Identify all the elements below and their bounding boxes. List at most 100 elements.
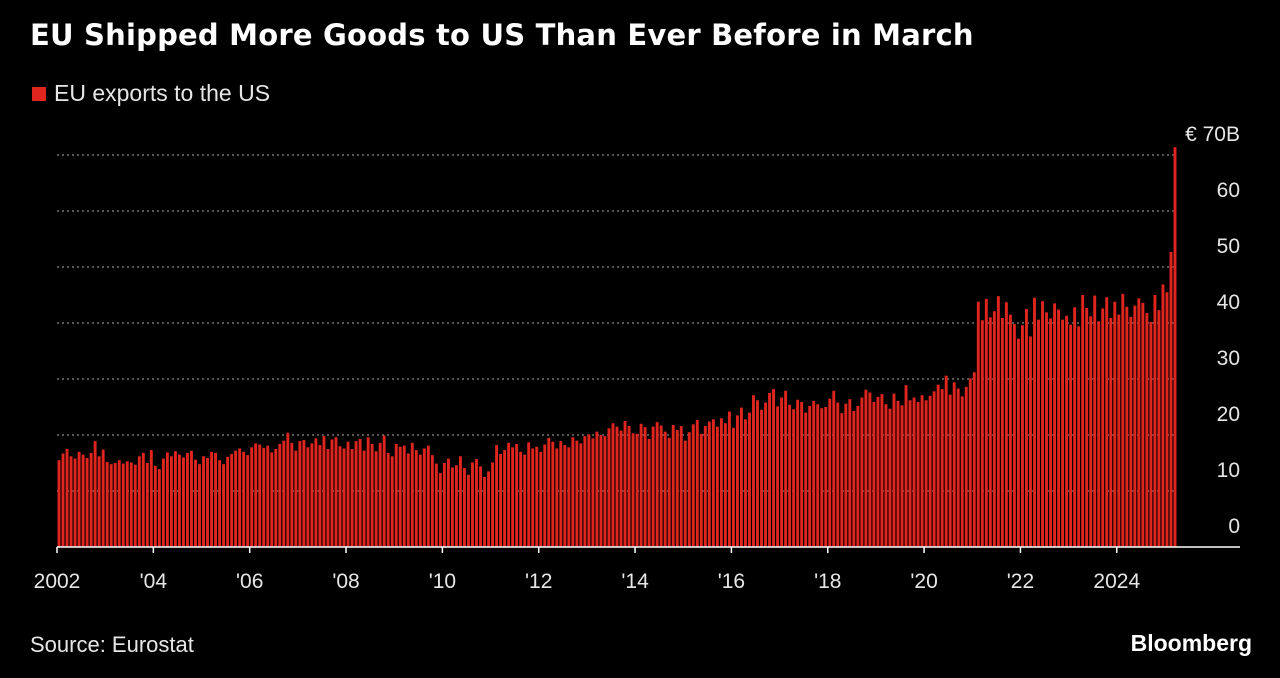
bar: [362, 450, 366, 547]
bar: [932, 391, 936, 547]
bar: [326, 449, 330, 547]
bar: [499, 454, 503, 547]
y-tick-label: 10: [1217, 459, 1240, 482]
bar: [1045, 312, 1048, 547]
bar: [972, 372, 976, 547]
bar: [772, 389, 775, 547]
bar: [218, 460, 222, 547]
bar: [109, 464, 113, 547]
x-tick-label: 2002: [34, 570, 81, 593]
bar: [177, 454, 181, 547]
bar: [723, 423, 727, 547]
bar: [446, 458, 450, 547]
bar: [186, 452, 189, 547]
bar: [1093, 295, 1097, 547]
bar: [988, 317, 992, 547]
bar: [330, 439, 334, 547]
bar: [306, 447, 310, 547]
bar: [137, 456, 141, 547]
bar: [214, 452, 218, 547]
bar: [1077, 326, 1081, 547]
bar: [623, 421, 627, 547]
bar: [551, 441, 555, 547]
bar: [1153, 295, 1157, 547]
bar: [366, 437, 370, 547]
bar: [872, 401, 876, 547]
bar: [422, 448, 426, 547]
y-tick-label: 40: [1217, 291, 1240, 314]
bar: [206, 457, 209, 547]
bar: [1133, 305, 1137, 547]
bar: [318, 445, 322, 547]
bar: [1113, 301, 1117, 547]
bar: [727, 411, 731, 547]
bar: [703, 426, 707, 547]
bar: [579, 443, 583, 547]
bar: [1053, 303, 1057, 547]
bar: [980, 320, 984, 547]
bar: [864, 389, 868, 547]
bar: [1037, 319, 1040, 547]
bar: [202, 456, 205, 547]
bar: [559, 441, 563, 547]
bar: [238, 448, 242, 547]
bar: [856, 405, 860, 547]
bar: [1073, 307, 1077, 547]
bar: [434, 463, 438, 547]
bar: [121, 463, 125, 547]
bar: [992, 311, 996, 547]
y-tick-label: € 70B: [1185, 123, 1240, 146]
bar: [105, 461, 109, 547]
bar: [198, 464, 201, 547]
bar: [523, 454, 527, 547]
bar: [242, 451, 246, 547]
bar: [149, 450, 153, 547]
bar: [796, 399, 800, 547]
bar: [342, 448, 346, 547]
bar: [1141, 302, 1145, 547]
bar: [378, 442, 382, 547]
bar: [812, 400, 816, 547]
bar: [1173, 147, 1177, 547]
bar: [390, 456, 394, 547]
bar: [234, 450, 238, 547]
bar: [627, 426, 631, 547]
bar: [382, 435, 386, 547]
bar: [808, 405, 812, 547]
bar: [438, 473, 442, 547]
bloomberg-logo: Bloomberg: [1130, 630, 1252, 656]
bar: [960, 396, 964, 547]
bar: [748, 412, 751, 547]
bar: [735, 415, 739, 547]
bar: [278, 443, 282, 547]
bar: [1085, 307, 1089, 547]
y-tick-label: 30: [1217, 347, 1240, 370]
bar: [266, 445, 270, 547]
bar: [314, 438, 318, 547]
bar: [370, 443, 374, 547]
bar: [611, 423, 615, 547]
bar: [567, 447, 571, 547]
bar: [294, 450, 298, 547]
bar: [880, 394, 884, 547]
bar: [928, 395, 932, 547]
bar: [940, 389, 944, 547]
bar: [165, 452, 169, 547]
bar: [828, 398, 832, 547]
bar: [756, 400, 759, 547]
bar: [85, 457, 89, 547]
bar: [1089, 316, 1093, 547]
bar: [1069, 324, 1073, 547]
bar: [394, 443, 398, 547]
bar: [844, 403, 848, 547]
bar: [679, 426, 683, 547]
bar: [619, 430, 623, 547]
bar: [282, 440, 286, 547]
bar: [350, 449, 354, 547]
bar: [322, 436, 326, 547]
bar: [904, 385, 908, 547]
bar: [515, 443, 519, 547]
bar: [968, 378, 972, 547]
bar: [667, 437, 671, 547]
bar: [290, 442, 294, 547]
